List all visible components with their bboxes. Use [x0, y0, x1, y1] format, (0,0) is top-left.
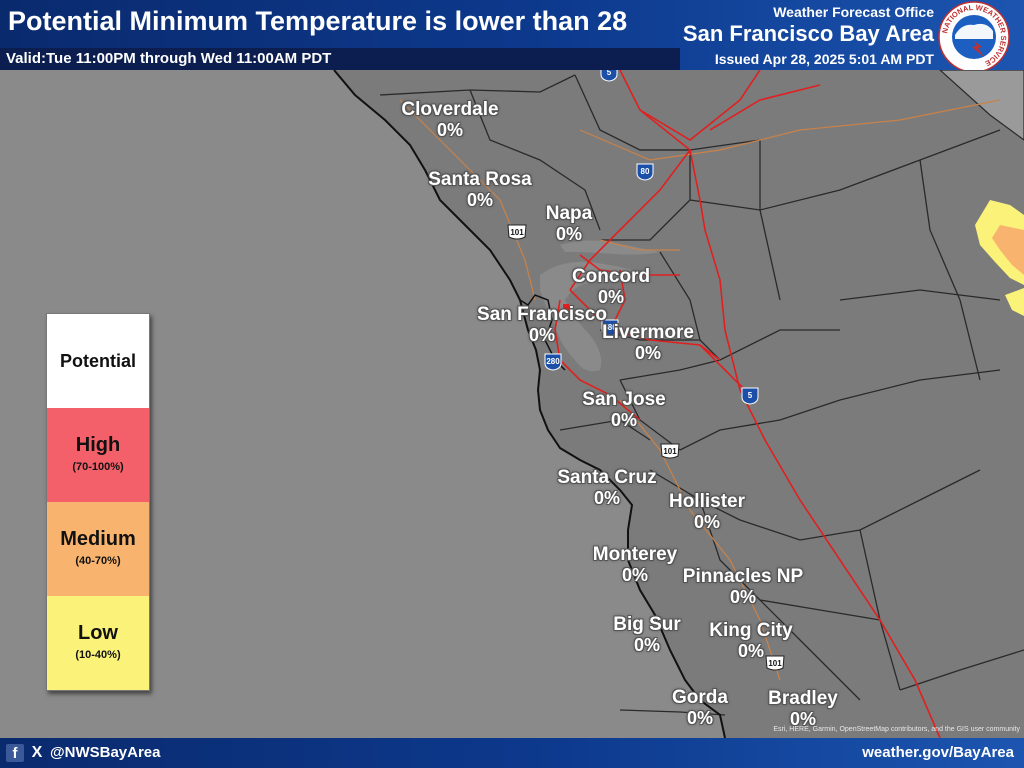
facebook-icon[interactable]: f — [6, 744, 24, 762]
legend-low-range: (10-40%) — [75, 649, 121, 661]
us-route-shield-101: 101 — [765, 655, 785, 671]
shield-number: 580 — [603, 323, 617, 332]
city-name: Napa — [545, 203, 593, 224]
shield-number: 5 — [607, 70, 612, 77]
city-name: Cloverdale — [401, 99, 499, 120]
nws-logo-icon[interactable]: NATIONAL WEATHER SERVICE — [938, 1, 1010, 73]
city-label-san-jose: San Jose 0% — [582, 389, 666, 431]
city-potential-value: 0% — [633, 635, 660, 655]
city-name: Pinnacles NP — [682, 566, 804, 587]
city-potential-value: 0% — [737, 641, 765, 661]
shield-number: 280 — [546, 357, 560, 366]
city-label-bradley: Bradley 0% — [768, 688, 838, 730]
valid-period: Valid:Tue 11:00PM through Wed 11:00AM PD… — [6, 50, 332, 67]
city-label-napa: Napa 0% — [545, 203, 593, 245]
city-name: King City — [709, 620, 793, 641]
legend-high-range: (70-100%) — [72, 461, 124, 473]
legend: Potential High (70-100%) Medium (40-70%)… — [46, 313, 150, 691]
social-handle-link[interactable]: @NWSBayArea — [50, 744, 161, 761]
shield-number: 101 — [768, 659, 782, 668]
us-route-shield-101: 101 — [507, 224, 527, 240]
footer-bar: f X @NWSBayArea weather.gov/BayArea — [0, 738, 1024, 768]
legend-high-label: High — [75, 434, 121, 456]
city-label-gorda: Gorda 0% — [672, 687, 728, 729]
city-label-king-city: King City 0% — [709, 620, 793, 662]
office-label: Weather Forecast Office — [773, 4, 934, 20]
city-label-monterey: Monterey 0% — [592, 544, 678, 586]
city-name: San Jose — [582, 389, 666, 410]
city-label-cloverdale: Cloverdale 0% — [401, 99, 499, 141]
city-name: Big Sur — [613, 614, 681, 635]
city-potential-value: 0% — [686, 708, 714, 728]
city-name: Bradley — [768, 688, 838, 709]
us-route-shield-101: 101 — [660, 443, 680, 459]
legend-medium-range: (40-70%) — [75, 555, 121, 567]
interstate-shield-5: 5 — [741, 387, 759, 405]
city-label-san-francisco: San Francisco 0% — [477, 304, 607, 346]
legend-low-label: Low — [78, 622, 118, 644]
x-twitter-icon[interactable]: X — [31, 744, 43, 761]
city-potential-value: 0% — [610, 410, 637, 430]
city-potential-value: 0% — [528, 325, 556, 345]
legend-heading: Potential — [47, 314, 149, 408]
city-name: Santa Cruz — [557, 467, 657, 488]
interstate-shield-280: 280 — [544, 353, 562, 371]
interstate-shield-80: 80 — [636, 163, 654, 181]
city-label-pinnacles-np: Pinnacles NP 0% — [682, 566, 804, 608]
city-potential-value: 0% — [597, 287, 625, 307]
legend-high: High (70-100%) — [47, 408, 149, 502]
city-label-livermore: Livermore 0% — [602, 322, 694, 364]
city-name: Hollister — [668, 491, 746, 512]
city-potential-value: 0% — [621, 565, 648, 585]
city-potential-value: 0% — [555, 224, 582, 244]
city-label-big-sur: Big Sur 0% — [613, 614, 681, 656]
legend-medium-label: Medium — [60, 528, 136, 550]
city-name: San Francisco — [477, 304, 607, 325]
city-label-santa-rosa: Santa Rosa 0% — [428, 169, 532, 211]
shield-number: 101 — [663, 447, 677, 456]
san-francisco-marker — [563, 304, 569, 310]
map-title: Potential Minimum Temperature is lower t… — [8, 6, 628, 36]
legend-low: Low (10-40%) — [47, 596, 149, 690]
city-label-hollister: Hollister 0% — [668, 491, 746, 533]
city-name: Monterey — [592, 544, 678, 565]
city-label-santa-cruz: Santa Cruz 0% — [557, 467, 657, 509]
shield-number: 5 — [748, 391, 753, 400]
city-name: Livermore — [602, 322, 694, 343]
city-potential-value: 0% — [593, 488, 620, 508]
city-potential-value: 0% — [789, 709, 817, 729]
city-potential-value: 0% — [693, 512, 720, 532]
city-potential-value: 0% — [466, 190, 494, 210]
city-name: Santa Rosa — [428, 169, 532, 190]
interstate-shield-580: 580 — [601, 319, 619, 337]
city-label-concord: Concord 0% — [571, 266, 651, 308]
valid-bar — [0, 48, 680, 70]
city-potential-value: 0% — [729, 587, 757, 607]
shield-number: 80 — [641, 167, 650, 176]
website-link[interactable]: weather.gov/BayArea — [862, 744, 1014, 761]
issued-time: Issued Apr 28, 2025 5:01 AM PDT — [714, 51, 934, 67]
office-name: San Francisco Bay Area — [682, 21, 934, 46]
city-potential-value: 0% — [634, 343, 661, 363]
city-potential-value: 0% — [436, 120, 463, 140]
legend-medium: Medium (40-70%) — [47, 502, 149, 596]
interstate-shield-5: 5 — [600, 70, 618, 82]
map-attribution: Esri, HERE, Garmin, OpenStreetMap contri… — [773, 726, 1020, 733]
city-name: Concord — [571, 266, 651, 287]
shield-number: 101 — [510, 228, 524, 237]
city-name: Gorda — [672, 687, 728, 708]
